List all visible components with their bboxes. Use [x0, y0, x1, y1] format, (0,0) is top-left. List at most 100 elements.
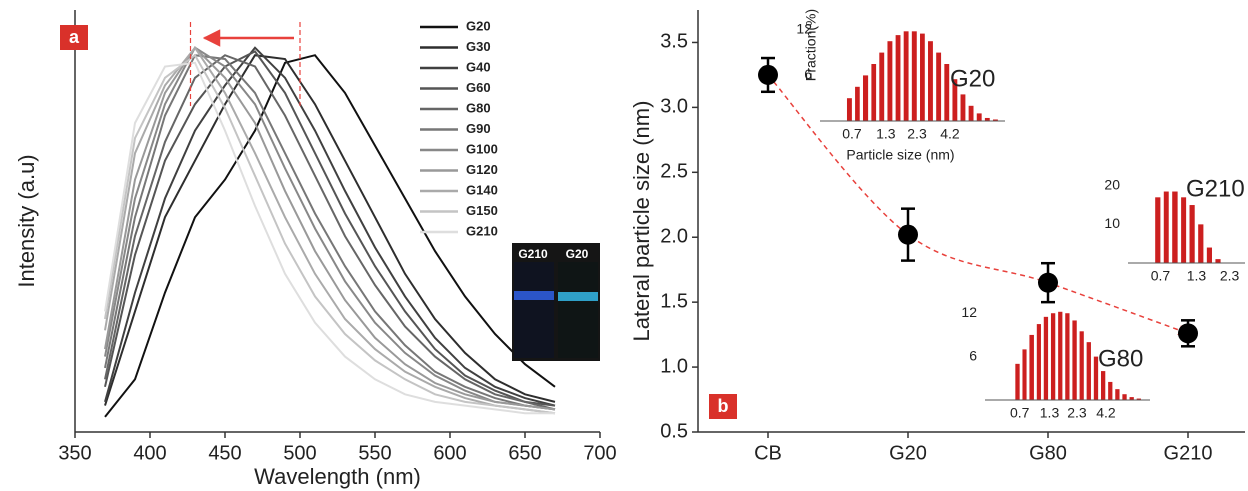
histogram-bar — [1065, 313, 1070, 400]
histogram-bar — [984, 117, 990, 121]
y-tick-label: 6 — [969, 347, 977, 363]
trend-line — [767, 74, 1189, 336]
histogram-bar — [1163, 191, 1169, 263]
panel-label: a — [69, 27, 80, 47]
x-tick-label: 550 — [358, 442, 391, 464]
y-tick-label: 10 — [1104, 215, 1120, 231]
x-tick-label: CB — [754, 442, 782, 464]
histogram-bar — [1181, 197, 1187, 263]
histogram-bar — [960, 94, 966, 121]
x-tick-label: 1.3 — [1187, 268, 1207, 284]
x-tick-label: 650 — [508, 442, 541, 464]
histogram-bar — [1189, 205, 1195, 263]
data-point — [1178, 323, 1198, 344]
histogram-bar — [936, 52, 942, 121]
y-tick-label: 6 — [804, 66, 812, 82]
y-tick-label: 1.5 — [660, 290, 688, 312]
x-tick-label: 1.3 — [1040, 405, 1060, 421]
x-tick-label: 0.7 — [842, 126, 862, 142]
histogram-bar — [1029, 334, 1034, 400]
histogram-bar — [968, 105, 974, 121]
y-tick-label: 3.0 — [660, 96, 688, 118]
inset-title: G80 — [1098, 345, 1143, 372]
histogram-bar — [1108, 381, 1113, 400]
photo-glow — [514, 291, 554, 300]
y-tick-label: 0.5 — [660, 420, 688, 442]
histogram-bar — [887, 41, 893, 122]
x-tick-label: 400 — [133, 442, 166, 464]
x-tick-label: 4.2 — [940, 126, 960, 142]
legend-label: G140 — [466, 182, 498, 197]
histogram-bar — [855, 86, 860, 121]
histogram-bar — [1155, 197, 1161, 263]
spectrum-line — [104, 61, 555, 415]
histogram-bar — [952, 79, 958, 121]
x-tick-label: 450 — [208, 442, 241, 464]
spectrum-line — [104, 53, 556, 415]
histogram-bar — [992, 119, 998, 121]
panel-label-box — [709, 394, 737, 419]
histogram-bar — [903, 31, 909, 121]
photo-cuvette — [558, 262, 598, 358]
histogram-bar — [920, 33, 925, 121]
x-axis-title: Wavelength (nm) — [254, 464, 421, 489]
x-tick-label: 2.3 — [907, 126, 927, 142]
histogram-bar — [944, 64, 950, 121]
x-tick-label: 600 — [433, 442, 466, 464]
histogram-bar — [1129, 397, 1134, 400]
data-point — [898, 224, 918, 245]
y-tick-label: 2.0 — [660, 226, 688, 248]
y-tick-label: 12 — [796, 21, 812, 37]
histogram-bar — [1215, 259, 1221, 263]
histogram-bar — [1136, 398, 1141, 400]
histogram-bar — [1172, 191, 1178, 263]
x-tick-label: G210 — [1164, 442, 1213, 464]
y-tick-label: 20 — [1104, 176, 1120, 192]
photo-cuvette — [514, 262, 554, 358]
histogram-bar — [1086, 342, 1091, 400]
histogram-bar — [846, 98, 852, 121]
legend-label: G120 — [466, 162, 498, 177]
legend-label: G80 — [466, 100, 491, 115]
legend-label: G40 — [466, 59, 491, 74]
x-tick-label: 0.7 — [1010, 405, 1030, 421]
data-point — [758, 64, 778, 85]
legend-label: G90 — [466, 121, 491, 136]
inset-title: G20 — [950, 65, 995, 92]
histogram-bar — [1115, 389, 1120, 400]
inset-title: G210 — [1186, 175, 1245, 202]
histogram-bar — [871, 64, 877, 121]
histogram-bar — [1206, 247, 1212, 263]
histogram-bar — [879, 52, 885, 121]
histogram-bar — [1079, 331, 1084, 400]
legend-label: G210 — [466, 223, 498, 238]
spectrum-line — [104, 54, 556, 411]
inset-x-title: Particle size (nm) — [846, 147, 954, 163]
histogram-bar — [1072, 320, 1077, 400]
x-tick-label: 1.3 — [876, 126, 896, 142]
legend-label: G150 — [466, 203, 498, 218]
y-tick-label: 1.0 — [660, 355, 688, 377]
y-tick-label: 12 — [961, 304, 977, 320]
legend-label: G20 — [466, 18, 491, 33]
panel-label-box — [60, 25, 88, 50]
photo-label: G210 — [518, 247, 548, 261]
data-point — [1038, 272, 1058, 293]
x-tick-label: 350 — [58, 442, 91, 464]
panel-label: b — [718, 396, 729, 416]
spectrum-line — [104, 54, 556, 411]
spectrum-line — [104, 54, 556, 418]
histogram-bar — [1122, 394, 1127, 400]
y-axis-title: Intensity (a.u) — [14, 154, 39, 287]
spectrum-line — [104, 46, 556, 411]
x-tick-label: 2.3 — [1220, 268, 1240, 284]
spectrum-line — [104, 46, 556, 407]
spectrum-line — [104, 54, 556, 406]
histogram-bar — [862, 75, 869, 121]
histogram-bar — [1100, 371, 1106, 400]
photo-glow — [558, 292, 598, 301]
histogram-bar — [1198, 224, 1204, 263]
legend-label: G100 — [466, 141, 498, 156]
histogram-bar — [1093, 356, 1099, 400]
